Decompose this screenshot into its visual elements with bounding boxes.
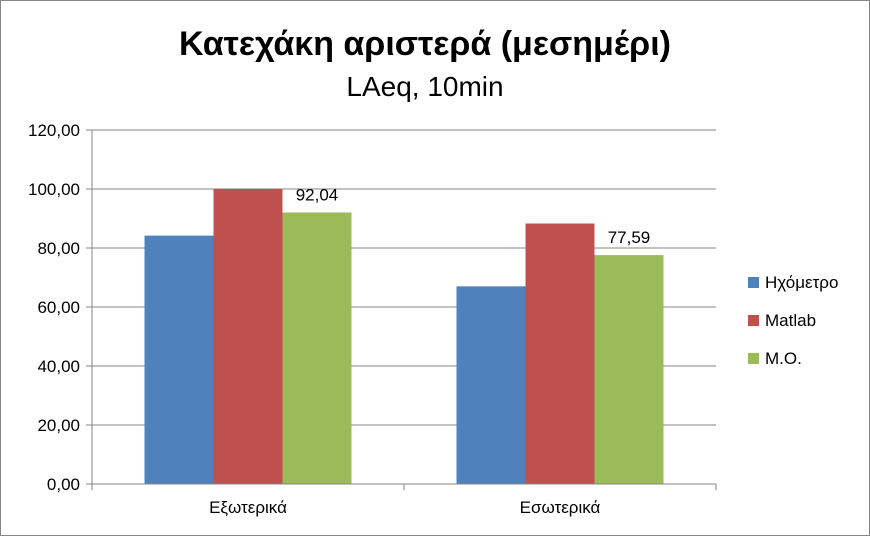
y-tick-label: 60,00	[37, 298, 80, 317]
y-tick-label: 40,00	[37, 357, 80, 376]
data-label: 77,59	[608, 228, 651, 247]
y-tick-label: 100,00	[28, 180, 80, 199]
y-tick-label: 0,00	[47, 475, 80, 494]
bar	[213, 189, 283, 484]
legend-label: Μ.Ο.	[765, 349, 802, 368]
legend-swatch	[748, 277, 759, 288]
legend: Ηχόμετρο Matlab Μ.Ο.	[748, 273, 838, 368]
bar	[525, 223, 595, 484]
y-tick-label: 120,00	[28, 121, 80, 140]
y-tick-label: 20,00	[37, 416, 80, 435]
bar	[144, 235, 214, 484]
legend-label: Matlab	[765, 311, 816, 330]
legend-swatch	[748, 353, 759, 364]
x-category-label: Εσωτερικά	[520, 498, 601, 517]
chart-subtitle: LAeq, 10min	[346, 71, 503, 102]
axes: 0,00 20,00 40,00 60,00 80,00 100,00 120,00 Εξωτ…	[28, 121, 717, 517]
data-label: 92,04	[296, 185, 339, 204]
data-labels: 92,04 77,59	[296, 185, 651, 247]
legend-swatch	[748, 315, 759, 326]
bars	[144, 189, 664, 484]
bar	[456, 286, 526, 484]
chart-title: Κατεχάκη αριστερά (μεσημέρι)	[179, 25, 671, 63]
y-tick-label: 80,00	[37, 239, 80, 258]
bar	[282, 212, 352, 484]
legend-label: Ηχόμετρο	[765, 273, 838, 292]
bar	[594, 255, 664, 484]
x-category-label: Εξωτερικά	[209, 498, 287, 517]
